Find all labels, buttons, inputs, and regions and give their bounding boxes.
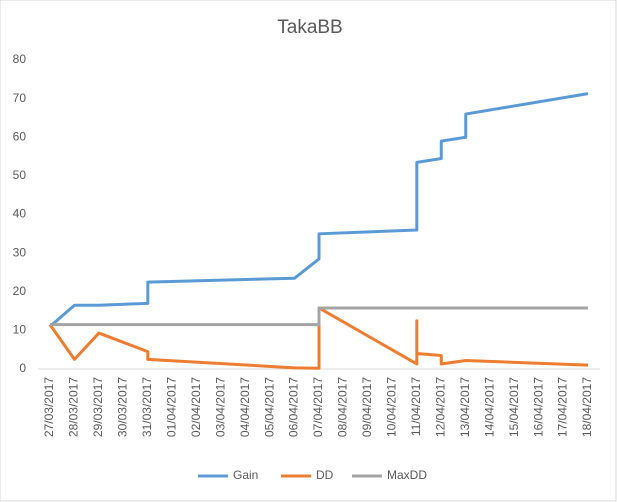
x-tick-label: 17/04/2017 [556,377,570,437]
y-tick-label: 60 [13,129,27,143]
x-tick-label: 30/03/2017 [116,377,130,437]
x-tick-label: 12/04/2017 [433,377,447,437]
legend-label: Gain [233,468,258,482]
chart-title: TakaBB [277,17,342,38]
x-tick-label: 05/04/2017 [262,377,276,437]
x-tick-label: 01/04/2017 [164,377,178,437]
x-tick-label: 16/04/2017 [531,377,545,437]
x-tick-label: 29/03/2017 [91,377,105,437]
x-tick-label: 07/04/2017 [311,377,325,437]
x-tick-label: 06/04/2017 [287,377,301,437]
x-tick-label: 28/03/2017 [67,377,81,437]
x-tick-label: 15/04/2017 [507,377,521,437]
series-line [49,92,589,328]
y-tick-label: 10 [13,323,27,337]
x-tick-label: 02/04/2017 [189,377,203,437]
x-tick-label: 03/04/2017 [213,377,227,437]
x-tick-label: 18/04/2017 [580,377,594,437]
x-tick-label: 13/04/2017 [458,377,472,437]
y-tick-label: 70 [13,91,27,105]
x-tick-label: 10/04/2017 [385,377,399,437]
series-line [50,306,588,327]
y-tick-label: 20 [13,284,27,298]
x-tick-label: 27/03/2017 [42,377,56,437]
x-tick-label: 09/04/2017 [360,377,374,437]
y-tick-label: 30 [13,245,27,259]
legend-label: DD [316,468,334,482]
x-tick-label: 04/04/2017 [238,377,252,437]
y-tick-label: 50 [13,168,27,182]
x-tick-label: 11/04/2017 [409,377,423,436]
y-tick-label: 0 [19,361,26,375]
y-tick-label: 40 [13,207,27,221]
x-tick-label: 14/04/2017 [482,377,496,437]
legend-label: MaxDD [387,468,427,482]
x-tick-label: 31/03/2017 [140,377,154,437]
x-tick-label: 08/04/2017 [336,377,350,437]
y-tick-label: 80 [13,52,27,66]
